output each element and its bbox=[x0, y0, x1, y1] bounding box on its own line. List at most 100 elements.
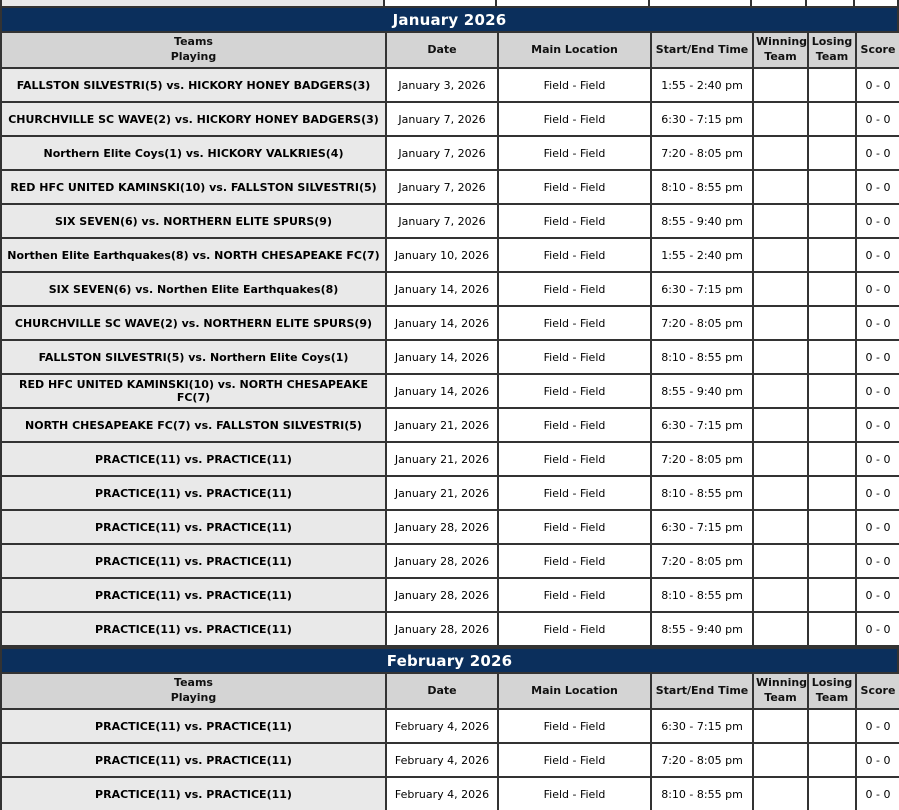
date-cell: January 7, 2026 bbox=[385, 169, 499, 205]
winning-cell bbox=[752, 708, 809, 744]
location-cell: Field - Field bbox=[497, 135, 652, 171]
column-header-location: Main Location bbox=[497, 31, 652, 69]
score-cell: 0 - 0 bbox=[855, 237, 899, 273]
header-row: Teams Playing Date Main Location Start/End … bbox=[0, 672, 899, 710]
schedule-table: Teams Playing Date Main Location Start/End … bbox=[0, 31, 899, 647]
time-cell: 7:20 - 8:05 pm bbox=[650, 742, 754, 778]
losing-cell bbox=[807, 135, 857, 171]
score-cell: 0 - 0 bbox=[855, 373, 899, 409]
winning-cell bbox=[752, 509, 809, 545]
score-cell: 0 - 0 bbox=[855, 135, 899, 171]
table-row: PRACTICE(11) vs. PRACTICE(11) February 4,… bbox=[0, 708, 899, 744]
time-cell: 8:55 - 9:40 pm bbox=[650, 611, 754, 647]
winning-cell bbox=[752, 135, 809, 171]
losing-cell bbox=[807, 475, 857, 511]
month-section-february: February 2026 Teams Playing Date Main Loca… bbox=[0, 647, 899, 810]
location-cell: Field - Field bbox=[497, 169, 652, 205]
winning-cell bbox=[752, 237, 809, 273]
teams-cell: RED HFC UNITED KAMINSKI(10) vs. FALLSTON… bbox=[0, 169, 387, 205]
losing-cell bbox=[807, 339, 857, 375]
teams-cell: Northen Elite Earthquakes(8) vs. NORTH C… bbox=[0, 237, 387, 273]
schedule-body: FALLSTON SILVESTRI(5) vs. HICKORY HONEY … bbox=[0, 67, 899, 647]
score-cell: 0 - 0 bbox=[855, 203, 899, 239]
column-header-teams: Teams Playing bbox=[0, 31, 387, 69]
losing-cell bbox=[807, 776, 857, 810]
losing-cell bbox=[807, 509, 857, 545]
table-row: PRACTICE(11) vs. PRACTICE(11) February 4,… bbox=[0, 742, 899, 778]
table-row: Northern Elite Coys(1) vs. HICKORY VALKR… bbox=[0, 135, 899, 171]
date-cell: January 7, 2026 bbox=[385, 203, 499, 239]
losing-cell bbox=[807, 169, 857, 205]
table-row: SIX SEVEN(6) vs. Northen Elite Earthquak… bbox=[0, 271, 899, 307]
date-cell: February 4, 2026 bbox=[385, 742, 499, 778]
score-cell: 0 - 0 bbox=[855, 407, 899, 443]
winning-cell bbox=[752, 373, 809, 409]
losing-cell bbox=[807, 373, 857, 409]
cropped-time-cell bbox=[650, 0, 752, 6]
time-cell: 8:10 - 8:55 pm bbox=[650, 577, 754, 613]
time-cell: 6:30 - 7:15 pm bbox=[650, 407, 754, 443]
location-cell: Field - Field bbox=[497, 67, 652, 103]
date-cell: January 28, 2026 bbox=[385, 577, 499, 613]
date-cell: February 4, 2026 bbox=[385, 776, 499, 810]
losing-cell bbox=[807, 441, 857, 477]
date-cell: January 21, 2026 bbox=[385, 475, 499, 511]
teams-cell: PRACTICE(11) vs. PRACTICE(11) bbox=[0, 611, 387, 647]
table-row: PRACTICE(11) vs. PRACTICE(11) January 28,… bbox=[0, 611, 899, 647]
date-cell: January 28, 2026 bbox=[385, 509, 499, 545]
score-cell: 0 - 0 bbox=[855, 742, 899, 778]
teams-cell: Northern Elite Coys(1) vs. HICKORY VALKR… bbox=[0, 135, 387, 171]
teams-cell: PRACTICE(11) vs. PRACTICE(11) bbox=[0, 441, 387, 477]
time-cell: 1:55 - 2:40 pm bbox=[650, 67, 754, 103]
column-header-date: Date bbox=[385, 672, 499, 710]
location-cell: Field - Field bbox=[497, 203, 652, 239]
score-cell: 0 - 0 bbox=[855, 169, 899, 205]
losing-cell bbox=[807, 305, 857, 341]
month-banner-title: February 2026 bbox=[386, 651, 513, 670]
time-cell: 8:10 - 8:55 pm bbox=[650, 169, 754, 205]
teams-cell: FALLSTON SILVESTRI(5) vs. HICKORY HONEY … bbox=[0, 67, 387, 103]
month-banner: February 2026 bbox=[0, 647, 899, 672]
score-cell: 0 - 0 bbox=[855, 611, 899, 647]
winning-cell bbox=[752, 169, 809, 205]
cropped-winning-cell bbox=[752, 0, 807, 6]
losing-cell bbox=[807, 407, 857, 443]
location-cell: Field - Field bbox=[497, 577, 652, 613]
cropped-row-top bbox=[0, 0, 899, 6]
teams-cell: PRACTICE(11) vs. PRACTICE(11) bbox=[0, 577, 387, 613]
table-row: PRACTICE(11) vs. PRACTICE(11) January 28,… bbox=[0, 509, 899, 545]
teams-cell: PRACTICE(11) vs. PRACTICE(11) bbox=[0, 742, 387, 778]
time-cell: 7:20 - 8:05 pm bbox=[650, 305, 754, 341]
time-cell: 7:20 - 8:05 pm bbox=[650, 543, 754, 579]
table-row: PRACTICE(11) vs. PRACTICE(11) January 21,… bbox=[0, 475, 899, 511]
teams-cell: SIX SEVEN(6) vs. Northen Elite Earthquak… bbox=[0, 271, 387, 307]
winning-cell bbox=[752, 407, 809, 443]
date-cell: January 14, 2026 bbox=[385, 271, 499, 307]
time-cell: 7:20 - 8:05 pm bbox=[650, 441, 754, 477]
winning-cell bbox=[752, 742, 809, 778]
teams-cell: RED HFC UNITED KAMINSKI(10) vs. NORTH CH… bbox=[0, 373, 387, 409]
table-row: FALLSTON SILVESTRI(5) vs. HICKORY HONEY … bbox=[0, 67, 899, 103]
date-cell: January 21, 2026 bbox=[385, 407, 499, 443]
winning-cell bbox=[752, 339, 809, 375]
winning-cell bbox=[752, 203, 809, 239]
location-cell: Field - Field bbox=[497, 543, 652, 579]
losing-cell bbox=[807, 101, 857, 137]
table-row: PRACTICE(11) vs. PRACTICE(11) February 4,… bbox=[0, 776, 899, 810]
score-cell: 0 - 0 bbox=[855, 67, 899, 103]
time-cell: 8:55 - 9:40 pm bbox=[650, 203, 754, 239]
winning-cell bbox=[752, 577, 809, 613]
table-row: NORTH CHESAPEAKE FC(7) vs. FALLSTON SILV… bbox=[0, 407, 899, 443]
column-header-score: Score bbox=[855, 672, 899, 710]
losing-cell bbox=[807, 577, 857, 613]
teams-cell: PRACTICE(11) vs. PRACTICE(11) bbox=[0, 543, 387, 579]
column-header-date: Date bbox=[385, 31, 499, 69]
month-banner: January 2026 bbox=[0, 6, 899, 31]
score-cell: 0 - 0 bbox=[855, 441, 899, 477]
winning-cell bbox=[752, 543, 809, 579]
table-row: SIX SEVEN(6) vs. NORTHERN ELITE SPURS(9)… bbox=[0, 203, 899, 239]
location-cell: Field - Field bbox=[497, 271, 652, 307]
location-cell: Field - Field bbox=[497, 305, 652, 341]
header-row: Teams Playing Date Main Location Start/End … bbox=[0, 31, 899, 69]
